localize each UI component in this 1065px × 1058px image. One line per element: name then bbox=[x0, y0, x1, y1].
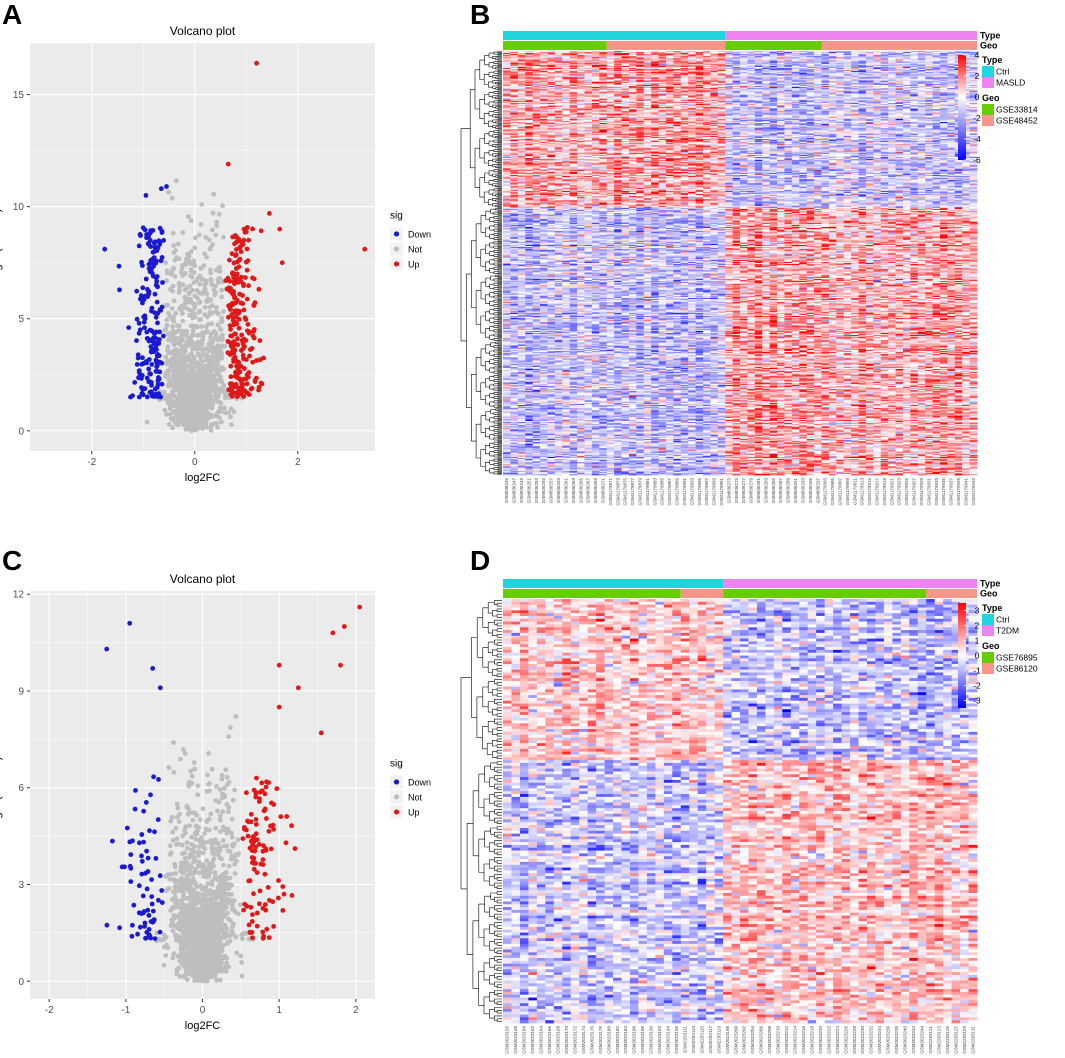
panel-letter-c: C bbox=[2, 545, 22, 576]
point-not bbox=[196, 276, 201, 281]
point-not bbox=[168, 412, 173, 417]
point-not bbox=[219, 288, 224, 293]
point-not bbox=[170, 306, 175, 311]
point-not bbox=[202, 251, 207, 256]
point-not bbox=[219, 295, 224, 300]
point-not bbox=[192, 245, 197, 250]
point-not bbox=[170, 196, 175, 201]
point-not bbox=[190, 324, 195, 329]
point-not bbox=[219, 420, 224, 425]
point-not bbox=[202, 312, 207, 317]
point-not bbox=[164, 278, 169, 283]
point-not bbox=[213, 233, 218, 238]
point-not bbox=[167, 422, 172, 427]
point-not bbox=[214, 305, 219, 310]
point-not bbox=[176, 242, 181, 247]
point-not bbox=[208, 271, 213, 276]
figure: A B C D -2 0 2 0 5 10 15 Volcano plot log2FC −log… bbox=[0, 0, 1065, 1058]
point-not bbox=[175, 323, 180, 328]
point-not bbox=[173, 274, 178, 279]
point-not bbox=[184, 306, 189, 311]
point-not bbox=[207, 237, 212, 242]
point-not bbox=[214, 412, 219, 417]
point-not bbox=[215, 425, 220, 430]
x-tick-label: 0 bbox=[192, 457, 198, 468]
point-not bbox=[211, 192, 216, 197]
point-not bbox=[174, 178, 179, 183]
point-not bbox=[192, 270, 197, 275]
volcano-plot-a: -2 0 2 0 5 10 15 Volcano plot log2FC −log10(P.Val… bbox=[0, 24, 431, 484]
point-not bbox=[180, 319, 185, 324]
point-not bbox=[179, 270, 184, 275]
point-not bbox=[166, 190, 171, 195]
point-not bbox=[221, 235, 226, 240]
point-not bbox=[232, 410, 237, 415]
point-not bbox=[198, 299, 203, 304]
point-not bbox=[172, 298, 177, 303]
y-tick-label: 10 bbox=[13, 202, 25, 213]
point-not bbox=[162, 408, 167, 413]
point-not bbox=[165, 323, 170, 328]
point-not bbox=[197, 233, 202, 238]
point-not bbox=[221, 367, 226, 372]
point-not bbox=[195, 333, 200, 338]
point-not bbox=[219, 401, 224, 406]
panel-letter-a: A bbox=[2, 0, 22, 30]
point-not bbox=[183, 301, 188, 306]
y-tick-label: 15 bbox=[13, 90, 25, 101]
point-not bbox=[189, 218, 194, 223]
y-tick-label: 0 bbox=[18, 426, 24, 437]
point-not bbox=[197, 309, 202, 314]
point-not bbox=[177, 281, 182, 286]
point-not bbox=[203, 305, 208, 310]
point-not bbox=[199, 324, 204, 329]
x-tick-label: -2 bbox=[87, 457, 96, 468]
point-not bbox=[163, 260, 168, 265]
point-not bbox=[168, 287, 173, 292]
point-not bbox=[206, 347, 211, 352]
point-not bbox=[214, 223, 219, 228]
panel-letter-d: D bbox=[470, 545, 490, 576]
x-tick-label: 2 bbox=[295, 457, 301, 468]
point-not bbox=[219, 316, 224, 321]
plot-title: Volcano plot bbox=[170, 24, 236, 38]
point-not bbox=[165, 271, 170, 276]
point-not bbox=[228, 415, 233, 420]
point-not bbox=[185, 285, 190, 290]
point-not bbox=[166, 369, 171, 374]
point-not bbox=[199, 202, 204, 207]
point-not bbox=[180, 348, 185, 353]
point-not bbox=[171, 231, 176, 236]
point-not bbox=[217, 212, 222, 217]
point-not bbox=[199, 222, 204, 227]
point-not bbox=[210, 228, 215, 233]
point-not bbox=[186, 214, 191, 219]
y-axis-label: −log10(P.Value) bbox=[0, 209, 3, 286]
point-not bbox=[204, 425, 209, 430]
point-not bbox=[193, 236, 198, 241]
point-not bbox=[211, 211, 216, 216]
x-axis-label: log2FC bbox=[185, 472, 221, 484]
y-tick-label: 5 bbox=[18, 314, 24, 325]
panel-letter-b: B bbox=[470, 0, 490, 30]
point-not bbox=[183, 271, 188, 276]
